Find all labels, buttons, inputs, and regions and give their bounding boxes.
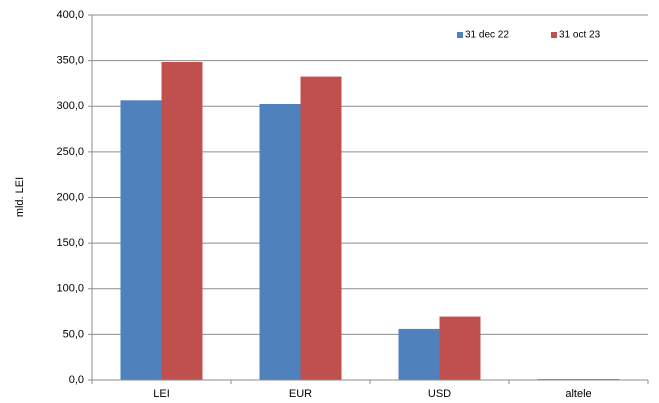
y-tick-label: 400,0: [56, 9, 84, 21]
x-tick-label: altele: [565, 388, 591, 400]
y-tick-label: 150,0: [56, 237, 84, 249]
x-tick-label: USD: [428, 388, 451, 400]
bar: [300, 76, 342, 380]
legend-label: 31 oct 23: [559, 30, 601, 41]
bar: [120, 100, 162, 380]
y-tick-label: 200,0: [56, 191, 84, 203]
bar: [439, 316, 481, 380]
y-tick-label: 250,0: [56, 146, 84, 158]
x-tick-label: EUR: [289, 388, 312, 400]
legend-swatch: [457, 32, 463, 38]
y-tick-label: 50,0: [63, 328, 84, 340]
bar: [259, 103, 301, 380]
legend: 31 dec 22 31 oct 23: [457, 30, 601, 41]
y-tick-label: 0,0: [69, 374, 84, 386]
legend-label: 31 dec 22: [465, 30, 509, 41]
bar: [161, 61, 203, 381]
y-tick-label: 350,0: [56, 55, 84, 67]
y-tick-label: 300,0: [56, 100, 84, 112]
bar: [398, 328, 440, 380]
x-tick-label: LEI: [153, 388, 170, 400]
y-tick-label: 100,0: [56, 283, 84, 295]
y-axis-label: mld. LEI: [14, 177, 26, 217]
legend-swatch: [551, 32, 557, 38]
